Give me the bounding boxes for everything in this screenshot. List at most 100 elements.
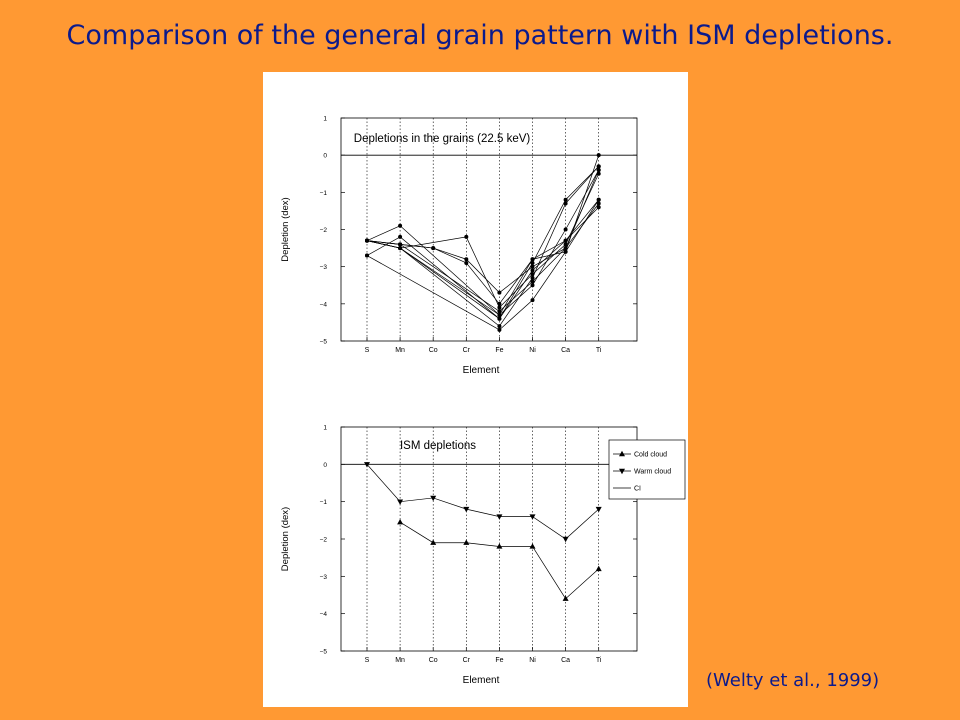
y-tick-label: −2 [320, 537, 328, 544]
data-point [530, 275, 535, 280]
y-tick-label: 1 [323, 116, 327, 123]
y-tick-label: 0 [323, 462, 327, 469]
data-point [364, 462, 370, 468]
legend-marker [619, 468, 625, 475]
x-tick-label: Fe [495, 347, 503, 354]
data-point [529, 543, 536, 549]
data-point [530, 298, 535, 303]
series-line [366, 199, 599, 320]
data-point [596, 164, 601, 169]
data-point [430, 495, 437, 502]
data-point [430, 539, 437, 545]
y-tick-label: −1 [320, 190, 328, 197]
y-tick-label: −4 [320, 301, 328, 308]
data-point [595, 506, 602, 513]
series-line [366, 464, 599, 540]
data-point [398, 242, 403, 247]
ism-depletion-chart: 1 0 −1 −2 −3 −4 −5 S Mn Co Cr Fe Ni Ca Ti Element Deplet… [280, 425, 686, 686]
legend-label: CI [634, 486, 641, 493]
data-point [530, 264, 535, 269]
data-point [497, 305, 502, 310]
x-tick-label: S [365, 347, 370, 354]
data-point [529, 514, 536, 520]
legend-marker [619, 450, 625, 457]
x-tick-label: Ca [561, 347, 570, 354]
data-point [530, 279, 535, 284]
x-tick-label: Co [429, 657, 438, 664]
data-point [497, 290, 502, 295]
data-point [398, 223, 403, 228]
data-point [563, 249, 568, 254]
y-tick-label: −5 [320, 649, 328, 656]
data-point [596, 205, 601, 210]
data-point [563, 238, 568, 243]
data-point [562, 595, 569, 601]
data-point [497, 309, 502, 314]
y-tick-label: −3 [320, 574, 328, 581]
series-line [366, 169, 600, 294]
y-tick-label: −3 [320, 264, 328, 271]
data-point [530, 283, 535, 288]
plot-frame [340, 426, 638, 652]
figure-panel: 1 0 −1 −2 −3 −4 −5 S Mn Co Cr Fe Ni Ca Ti Element Deplet… [263, 72, 688, 707]
x-tick-label: Ti [596, 347, 602, 354]
data-point [530, 260, 535, 265]
x-tick-label: Cr [463, 657, 471, 664]
data-point [497, 301, 502, 306]
data-point [497, 327, 502, 332]
data-point [365, 253, 369, 258]
slide-title: Comparison of the general grain pattern … [66, 20, 894, 51]
data-point [496, 514, 503, 520]
data-point [398, 246, 403, 251]
data-point [464, 234, 469, 239]
data-point [398, 234, 403, 239]
data-point [596, 201, 601, 206]
series-line [366, 203, 599, 312]
series-line [366, 199, 599, 316]
data-point [595, 565, 602, 572]
chart-title: Depletions in the grains (22.5 keV) [354, 133, 531, 145]
y-tick-label: −1 [320, 499, 328, 506]
x-tick-label: S [365, 657, 370, 664]
legend-label: Cold cloud [634, 452, 667, 459]
x-axis-label: Element [463, 675, 500, 686]
x-tick-label: Cr [463, 347, 471, 354]
data-point [397, 499, 404, 505]
data-point [497, 312, 502, 317]
data-point [596, 168, 601, 173]
x-tick-label: Fe [495, 657, 503, 664]
y-axis-label: Depletion (dex) [280, 197, 291, 261]
data-point [464, 257, 469, 262]
legend-label: Warm cloud [634, 469, 671, 476]
data-point [563, 197, 568, 202]
x-tick-label: Ti [596, 657, 602, 664]
data-point [496, 543, 503, 549]
data-point [463, 506, 470, 513]
citation-credit: (Welty et al., 1999) [706, 670, 880, 691]
data-point [397, 519, 404, 525]
data-point [596, 197, 601, 202]
x-tick-label: Ni [529, 347, 536, 354]
series-line [366, 206, 599, 305]
data-point [563, 227, 568, 232]
y-tick-label: −5 [320, 339, 328, 346]
grain-depletion-chart: 1 0 −1 −2 −3 −4 −5 S Mn Co Cr Fe Ni Ca Ti Element Deplet… [280, 116, 638, 376]
data-point [596, 171, 601, 176]
y-tick-label: 0 [323, 153, 327, 160]
y-axis-label: Depletion (dex) [280, 507, 291, 571]
y-tick-label: −4 [320, 611, 328, 618]
plot-frame [340, 117, 638, 342]
data-point [431, 246, 436, 251]
y-tick-label: 1 [323, 425, 327, 432]
data-point [530, 257, 535, 262]
data-point [464, 260, 469, 265]
x-tick-label: Ni [529, 657, 536, 664]
data-point [562, 536, 569, 543]
charts-figure: 1 0 −1 −2 −3 −4 −5 S Mn Co Cr Fe Ni Ca Ti Element Deplet… [280, 116, 686, 686]
x-tick-label: Mn [395, 347, 405, 354]
data-point [463, 539, 470, 545]
data-point [365, 238, 369, 243]
data-point [596, 153, 601, 158]
data-point [530, 268, 535, 273]
data-point [497, 316, 502, 321]
